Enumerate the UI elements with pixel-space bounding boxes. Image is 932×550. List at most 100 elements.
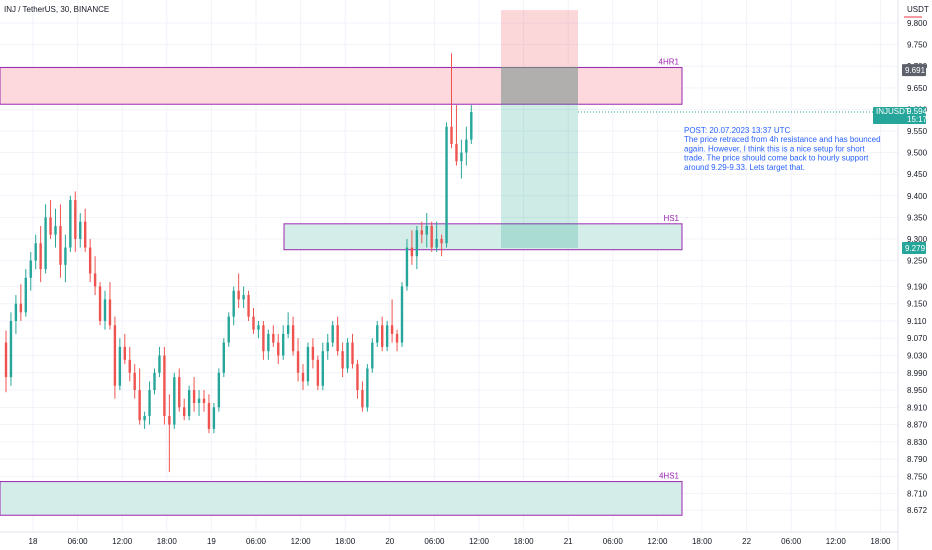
candle-body — [376, 325, 379, 343]
price-axis[interactable]: 9.8009.7509.7009.6509.6009.5509.5009.450… — [897, 0, 928, 550]
candle-body — [242, 295, 245, 300]
price-tick-label: 8.790 — [907, 455, 928, 464]
candle-body — [291, 325, 295, 352]
candle-body — [54, 225, 57, 235]
candle-body — [44, 217, 47, 270]
candle-body — [143, 415, 146, 421]
time-tick-label: 12:00 — [826, 537, 847, 546]
candle-body — [282, 333, 285, 356]
candle-body — [64, 247, 67, 265]
candle-body — [69, 200, 72, 248]
candle-body — [455, 143, 458, 162]
candle-body — [24, 277, 27, 313]
candle-body — [217, 372, 221, 408]
candle-body — [4, 342, 8, 378]
candle-body — [296, 351, 300, 373]
time-tick-label: 18:00 — [870, 537, 891, 546]
time-tick-label: 12:00 — [469, 537, 490, 546]
candle-body — [425, 225, 428, 235]
zone-4hs1 — [0, 481, 683, 516]
candle-body — [14, 303, 18, 321]
stop-price: 9.691 — [905, 66, 926, 75]
candle-body — [435, 238, 438, 248]
price-tick-label: 9.450 — [907, 170, 928, 179]
candle-body — [385, 325, 389, 347]
price-tick-label: 9.030 — [907, 352, 928, 361]
candle-body — [9, 320, 13, 378]
price-tick-label: 9.190 — [907, 282, 928, 291]
candle-body — [39, 243, 42, 270]
time-tick-label: 18:00 — [157, 537, 178, 546]
candle-body — [286, 325, 290, 334]
candle-body — [272, 333, 275, 343]
candle-body — [34, 243, 37, 261]
candle-body — [366, 368, 369, 408]
candle-body — [351, 342, 354, 365]
time-tick-label: 06:00 — [603, 537, 624, 546]
time-tick-label: 22 — [742, 537, 751, 546]
candle-body — [321, 351, 324, 386]
candle-body — [202, 398, 206, 403]
stop-price-tag — [902, 64, 926, 77]
candle-body — [405, 247, 409, 287]
price-tick-label: 9.350 — [907, 213, 928, 222]
price-tick-label: 8.750 — [907, 472, 928, 481]
candle-body — [49, 217, 52, 235]
zones-layer: 4HR1 HS1 4HS1 — [0, 58, 683, 516]
candle-body — [277, 342, 280, 356]
candle-body — [183, 407, 186, 416]
candle-body — [88, 247, 92, 274]
candle-body — [356, 364, 359, 391]
candle-body — [207, 402, 211, 429]
target-price: 9.279 — [905, 244, 926, 253]
zone-label: 4HR1 — [659, 58, 680, 67]
candle-body — [158, 355, 161, 373]
price-tick-label: 8.870 — [907, 421, 928, 430]
price-tick-label: 8.830 — [907, 438, 928, 447]
candle-body — [197, 398, 201, 403]
time-tick-label: 18:00 — [692, 537, 713, 546]
zone-label: 4HS1 — [659, 472, 680, 481]
time-tick-label: 12:00 — [112, 537, 133, 546]
price-axis-currency[interactable]: USDT — [907, 5, 929, 14]
candle-body — [29, 260, 32, 278]
time-tick-label: 19 — [207, 537, 216, 546]
price-tick-label: 9.300 — [907, 235, 928, 244]
note-line: trade. The price should come back to hou… — [684, 154, 869, 163]
price-tick-label: 9.110 — [907, 317, 927, 326]
candle-body — [460, 152, 463, 162]
short-position-tool[interactable] — [501, 10, 578, 249]
candle-body — [93, 273, 97, 287]
price-tick-label: 8.990 — [907, 369, 928, 378]
candle-body — [118, 346, 122, 386]
stop-loss-area — [501, 10, 578, 68]
candle-body — [173, 377, 176, 425]
candle-body — [301, 372, 305, 382]
price-tick-label: 8.910 — [907, 403, 928, 412]
candle-body — [262, 325, 265, 352]
time-axis[interactable]: 18 06:00 12:00 18:00 19 06:00 12:00 18:00 20 06:0… — [0, 531, 898, 546]
candle-body — [84, 221, 87, 248]
time-tick-label: 12:00 — [291, 537, 312, 546]
price-tick-label: 9.150 — [907, 300, 928, 309]
entry-overlap-shade — [501, 67, 578, 105]
candle-body — [311, 346, 315, 360]
candle-body — [153, 372, 156, 391]
candle-body — [450, 126, 453, 144]
candle-body — [163, 355, 166, 416]
candle-body — [440, 238, 443, 244]
candle-body — [123, 346, 126, 360]
time-tick-label: 12:00 — [647, 537, 668, 546]
note-line: again. However, I think this is a nice s… — [684, 144, 865, 153]
candle-body — [331, 325, 334, 343]
time-tick-label: 06:00 — [781, 537, 802, 546]
candle-body — [237, 290, 240, 300]
candle-body — [192, 390, 196, 403]
candle-body — [227, 316, 230, 343]
candle-body — [148, 390, 151, 416]
candle-body — [326, 342, 329, 352]
candle-body — [133, 372, 136, 391]
price-tick-label: 9.800 — [907, 19, 928, 28]
